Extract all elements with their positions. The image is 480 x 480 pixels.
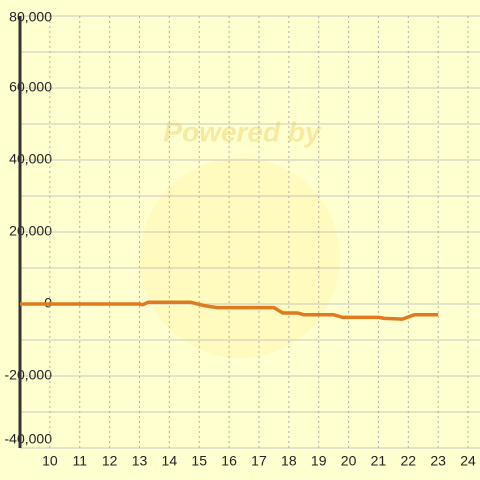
x-tick-label: 11 — [72, 453, 87, 469]
y-tick-label: 20,000 — [9, 223, 52, 239]
x-tick-label: 22 — [401, 453, 417, 469]
x-tick-label: 21 — [371, 453, 387, 469]
x-tick-label: 24 — [460, 453, 476, 469]
x-tick-label: 17 — [251, 453, 267, 469]
y-tick-label: -20,000 — [5, 367, 53, 383]
x-tick-label: 16 — [221, 453, 237, 469]
x-tick-label: 14 — [162, 453, 178, 469]
y-tick-label: 40,000 — [9, 151, 52, 167]
line — [20, 300, 439, 321]
x-tick-label: 15 — [191, 453, 207, 469]
x-tick-label: 12 — [102, 453, 118, 469]
x-tick-label: 23 — [430, 453, 446, 469]
y-tick-label: -40,000 — [5, 431, 53, 447]
y-tick-label: 60,000 — [9, 79, 52, 95]
x-tick-label: 20 — [341, 453, 357, 469]
x-tick-label: 13 — [132, 453, 148, 469]
watermark-logo — [140, 158, 340, 358]
watermark: Powered by — [163, 116, 322, 147]
x-tick-label: 18 — [281, 453, 297, 469]
y-tick-label: 80,000 — [9, 9, 52, 25]
x-tick-label: 19 — [311, 453, 327, 469]
x-tick-label: 10 — [42, 453, 58, 469]
